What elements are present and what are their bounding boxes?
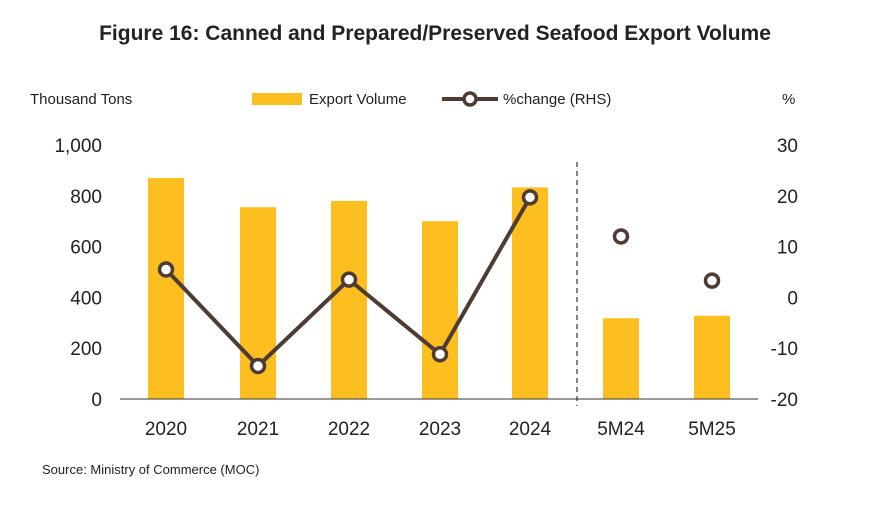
chart-title: Figure 16: Canned and Prepared/Preserved… [99,22,771,45]
y-left-tick-label: 600 [70,238,102,259]
bar-series [148,178,730,399]
line-series [157,189,721,375]
y-right-tick-label: 0 [787,288,798,309]
legend-bar-label: Export Volume [309,91,407,108]
pct-change-point-2023 [431,346,449,363]
legend-line-label: %change (RHS) [503,91,611,108]
bar-5M24 [603,318,639,399]
y-right-tick-label: 30 [777,136,798,157]
bar-2020 [148,178,184,399]
pct-change-point-5M24 [612,228,630,245]
y-axis-right-label: % [782,91,795,108]
y-axis-left: 0 200 400 600 800 1,000 [54,136,102,411]
y-left-tick-label: 200 [70,339,102,360]
y-right-tick-label: -20 [771,390,798,411]
x-tick-label: 2021 [237,419,279,440]
bar-2023 [422,221,458,399]
y-left-tick-label: 0 [91,390,102,411]
pct-change-point-2021 [249,357,267,375]
pct-change-point-5M25 [703,272,721,289]
bar-5M25 [694,315,730,399]
y-left-tick-label: 400 [70,288,102,309]
legend: Export Volume %change (RHS) [252,91,611,108]
x-tick-label: 2022 [328,419,370,440]
y-right-tick-label: 10 [777,238,798,259]
x-tick-label: 2020 [145,419,187,440]
x-tick-label: 5M25 [688,419,736,440]
pct-change-point-2022 [340,271,358,288]
x-tick-label: 2024 [509,419,552,440]
y-left-tick-label: 800 [70,187,102,208]
pct-change-point-2020 [157,261,175,278]
source-note: Source: Ministry of Commerce (MOC) [42,462,260,477]
x-tick-label: 2023 [419,419,461,440]
y-left-tick-label: 1,000 [54,136,102,157]
x-tick-label: 5M24 [597,419,645,440]
y-axis-right: -20 -10 0 10 20 30 [771,136,798,411]
bar-2024 [512,187,548,399]
legend-line-marker [462,91,478,107]
y-axis-left-label: Thousand Tons [30,91,132,108]
x-axis: 2020 2021 2022 2023 2024 5M24 5M25 [145,419,736,440]
y-right-tick-label: -10 [771,339,798,360]
bar-2022 [331,200,367,399]
pct-change-point-2024 [521,189,539,206]
legend-bar-swatch [252,93,302,105]
y-right-tick-label: 20 [777,187,798,208]
